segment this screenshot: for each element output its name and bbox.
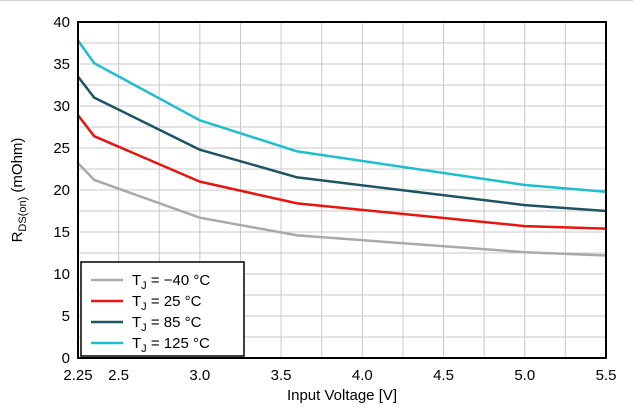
x-axis-label: Input Voltage [V] xyxy=(287,387,397,404)
series-line xyxy=(77,75,607,213)
y-tick-label: 0 xyxy=(62,350,70,367)
series-line xyxy=(76,39,607,193)
legend-label-sub: J xyxy=(141,322,147,334)
page-top-rule xyxy=(0,0,633,1)
legend-item: TJ = 125 °C xyxy=(91,335,210,355)
x-tick-label: 5.0 xyxy=(514,367,535,384)
legend-label-sub: J xyxy=(141,301,147,313)
y-tick-label: 25 xyxy=(53,140,70,157)
legend-item: TJ = 85 °C xyxy=(91,314,202,334)
plot-frame xyxy=(77,21,607,359)
x-tick-label: 2.5 xyxy=(108,367,129,384)
y-tick-label: 35 xyxy=(53,56,70,73)
y-axis-label: RDS(on) (mOhm) xyxy=(9,138,29,243)
y-tick-label: 15 xyxy=(53,224,70,241)
legend-label: TJ = −40 °C xyxy=(132,272,210,292)
x-tick-label: 5.5 xyxy=(596,367,617,384)
legend-label-sub: J xyxy=(141,280,147,292)
legend-box xyxy=(80,261,245,357)
legend-item: TJ = 25 °C xyxy=(91,293,202,313)
y-tick-label: 5 xyxy=(62,308,70,325)
legend-label-rest: = −40 °C xyxy=(147,272,211,289)
legend: TJ = −40 °CTJ = 25 °CTJ = 85 °CTJ = 125 … xyxy=(80,261,245,357)
legend-label-main: T xyxy=(132,272,141,289)
axis-tick-labels: 2.25 2.5 3.0 3.5 4.0 4.5 5.0 5.5 0 5 10 15 20 25 30 35 4… xyxy=(53,14,616,384)
x-tick-label: 3.0 xyxy=(189,367,210,384)
y-tick-label: 40 xyxy=(53,14,70,31)
legend-label-main: T xyxy=(132,314,141,331)
y-axis-label-unit: (mOhm) xyxy=(9,138,26,197)
series-line xyxy=(77,162,607,257)
legend-item: TJ = −40 °C xyxy=(91,272,210,292)
legend-label-rest: = 25 °C xyxy=(147,293,202,310)
legend-label-rest: = 85 °C xyxy=(147,314,202,331)
legend-label-rest: = 125 °C xyxy=(147,335,210,352)
y-axis-label-sub: DS(on) xyxy=(17,197,29,232)
y-tick-label: 10 xyxy=(53,266,70,283)
series-lines xyxy=(76,39,607,257)
y-tick-label: 30 xyxy=(53,98,70,115)
y-tick-label: 20 xyxy=(53,182,70,199)
x-tick-label: 4.0 xyxy=(352,367,373,384)
legend-label-main: T xyxy=(132,293,141,310)
legend-label-sub: J xyxy=(141,343,147,355)
legend-label: TJ = 125 °C xyxy=(132,335,210,355)
series-line xyxy=(77,114,607,230)
x-tick-label: 2.25 xyxy=(63,367,92,384)
legend-label-main: T xyxy=(132,335,141,352)
legend-label: TJ = 85 °C xyxy=(132,314,202,334)
x-tick-label: 4.5 xyxy=(433,367,454,384)
y-axis-label-main: R xyxy=(9,231,26,242)
legend-label: TJ = 25 °C xyxy=(132,293,202,313)
x-tick-label: 3.5 xyxy=(271,367,292,384)
